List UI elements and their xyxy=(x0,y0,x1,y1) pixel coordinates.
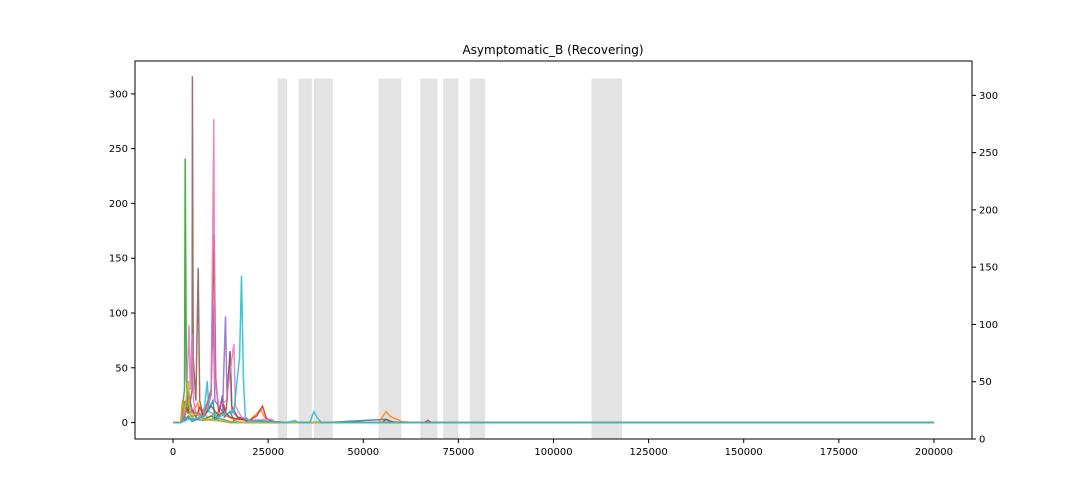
series-lines xyxy=(173,76,934,424)
x-tick-label-4: 100000 xyxy=(534,447,572,458)
y-left-tick-label-0: 0 xyxy=(122,418,128,429)
x-tick-label-1: 25000 xyxy=(252,447,284,458)
series-line-8 xyxy=(173,380,934,424)
shaded-regions xyxy=(277,78,622,440)
shaded-region-0 xyxy=(277,78,288,440)
x-tick-label-2: 50000 xyxy=(347,447,379,458)
x-tick-label-6: 150000 xyxy=(725,447,763,458)
y-left-tick-label-4: 200 xyxy=(109,199,128,210)
y-left-tick-label-1: 50 xyxy=(115,363,128,374)
series-line-9 xyxy=(173,275,934,424)
y-axis-right: 0 50 100 150 200 250 300 xyxy=(972,91,998,446)
y-left-tick-label-6: 300 xyxy=(109,89,128,100)
x-axis: 0 25000 50000 75000 100000 125000 150000 175000… xyxy=(170,439,953,458)
shaded-region-1 xyxy=(298,78,312,440)
shaded-region-3 xyxy=(378,78,402,440)
y-right-tick-label-2: 100 xyxy=(979,320,998,331)
y-right-tick-label-5: 250 xyxy=(979,148,998,159)
x-tick-label-8: 200000 xyxy=(915,447,953,458)
x-tick-label-0: 0 xyxy=(170,447,176,458)
y-right-tick-label-3: 150 xyxy=(979,263,998,274)
y-right-tick-label-0: 0 xyxy=(979,435,985,446)
y-right-tick-label-6: 300 xyxy=(979,91,998,102)
shaded-region-4 xyxy=(420,78,438,440)
y-left-tick-label-3: 150 xyxy=(109,254,128,265)
y-right-tick-label-1: 50 xyxy=(979,377,992,388)
x-tick-label-3: 75000 xyxy=(442,447,474,458)
x-tick-label-7: 175000 xyxy=(820,447,858,458)
shaded-region-2 xyxy=(313,78,333,440)
y-right-tick-label-4: 200 xyxy=(979,205,998,216)
shaded-region-7 xyxy=(591,78,622,440)
shaded-region-5 xyxy=(443,78,459,440)
x-tick-label-5: 125000 xyxy=(630,447,668,458)
y-left-tick-label-2: 100 xyxy=(109,309,128,320)
shaded-region-6 xyxy=(469,78,486,440)
chart-title: Asymptomatic_B (Recovering) xyxy=(462,43,643,57)
series-line-6 xyxy=(173,119,934,424)
y-left-tick-label-5: 250 xyxy=(109,144,128,155)
y-axis-left: 0 50 100 150 200 250 300 xyxy=(109,89,135,429)
